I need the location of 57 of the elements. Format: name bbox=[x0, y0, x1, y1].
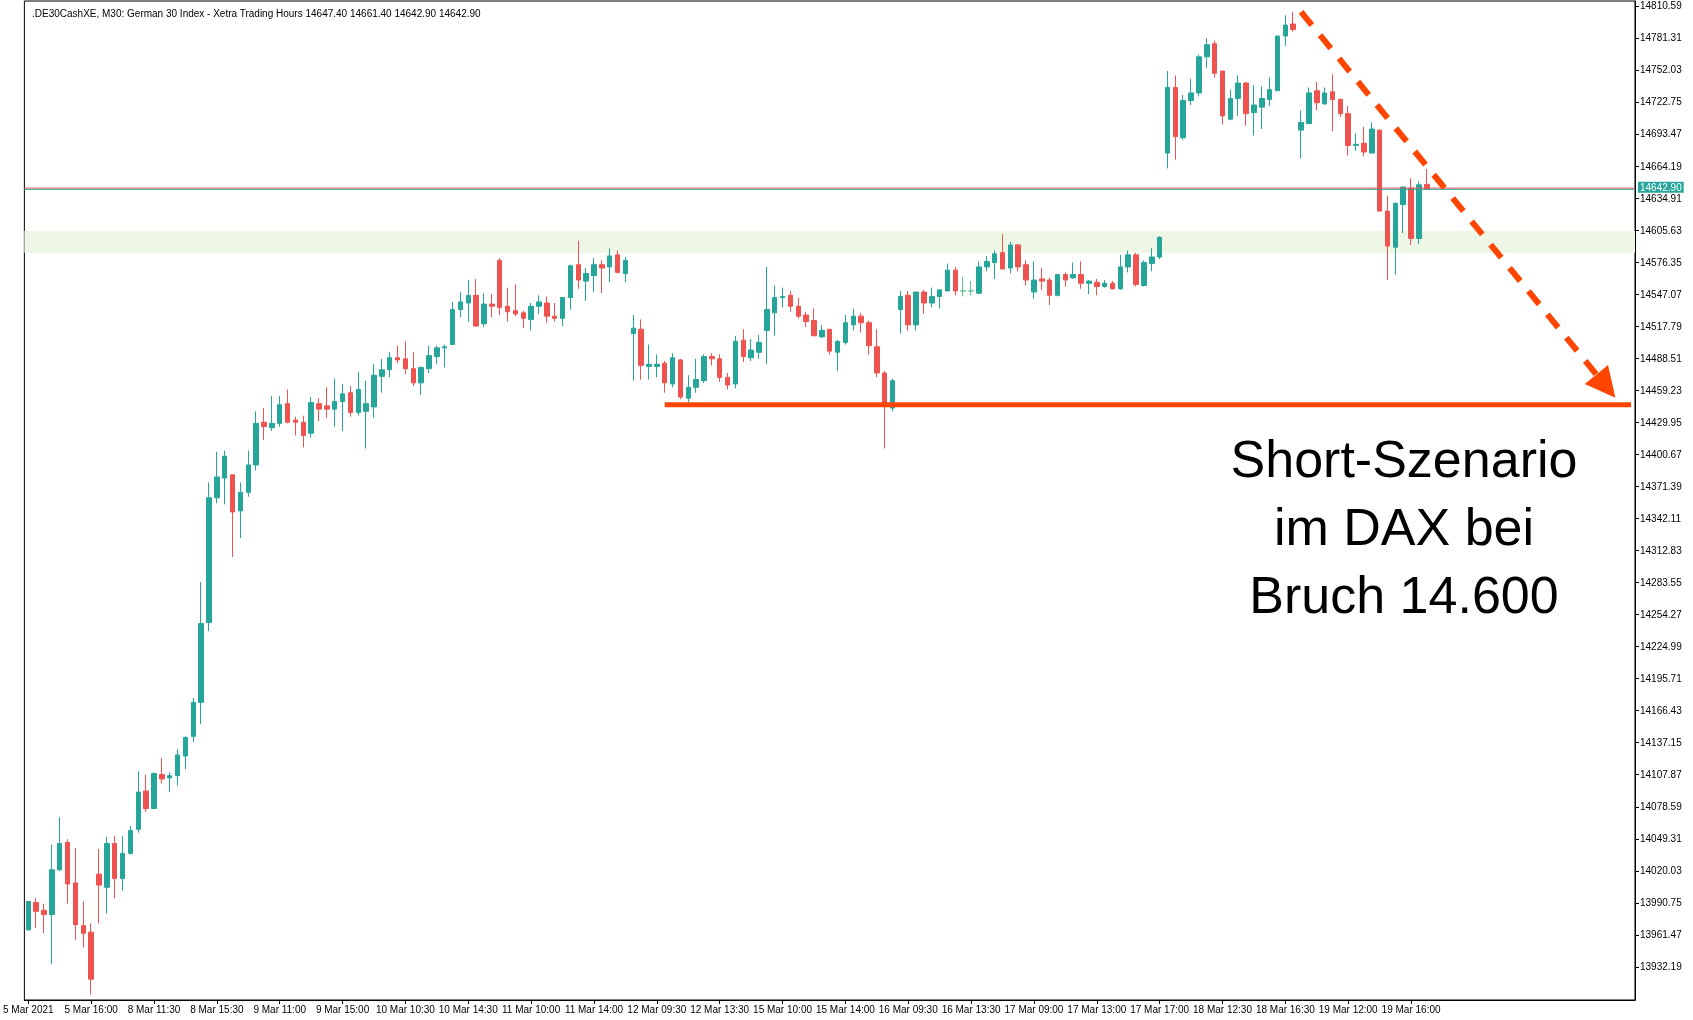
y-tick-label: 14547.07 bbox=[1640, 288, 1683, 300]
x-tick-label: 11 Mar 14:00 bbox=[564, 1003, 624, 1015]
y-tick-label: 14195.71 bbox=[1640, 673, 1683, 685]
y-tick-label: 13990.75 bbox=[1640, 897, 1683, 909]
y-tick-label: 14020.03 bbox=[1640, 865, 1683, 877]
y-tick-label: 14078.59 bbox=[1640, 801, 1683, 813]
x-tick-label: 5 Mar 2021 bbox=[3, 1003, 55, 1015]
y-tick-label: 14517.79 bbox=[1640, 320, 1683, 332]
x-tick-label: 9 Mar 11:00 bbox=[253, 1003, 307, 1015]
y-tick-label: 14107.87 bbox=[1640, 769, 1683, 781]
y-tick-label: 14693.47 bbox=[1640, 128, 1683, 140]
x-tick-label: 8 Mar 11:30 bbox=[127, 1003, 181, 1015]
x-tick-label: 18 Mar 12:30 bbox=[1193, 1003, 1253, 1015]
ref-line-label: 14642.90 bbox=[1640, 181, 1683, 193]
y-tick-label: 14283.55 bbox=[1640, 577, 1683, 589]
y-tick-label: 14664.19 bbox=[1640, 160, 1683, 172]
x-tick-label: 10 Mar 10:30 bbox=[375, 1003, 436, 1015]
y-tick-label: 14400.67 bbox=[1640, 448, 1683, 460]
y-tick-label: 14429.95 bbox=[1640, 416, 1683, 428]
x-tick-label: 17 Mar 17:00 bbox=[1130, 1003, 1190, 1015]
annotation: Short-Szenario im DAX bei Bruch 14.600 bbox=[1229, 429, 1579, 626]
x-tick-label: 19 Mar 12:00 bbox=[1318, 1003, 1379, 1015]
x-tick-label: 12 Mar 09:30 bbox=[627, 1003, 687, 1015]
x-tick-label: 9 Mar 15:00 bbox=[315, 1003, 370, 1015]
y-tick-label: 14576.35 bbox=[1640, 256, 1683, 268]
x-tick-label: 5 Mar 16:00 bbox=[64, 1003, 119, 1015]
x-tick-label: 8 Mar 15:30 bbox=[190, 1003, 244, 1015]
y-tick-label: 14752.03 bbox=[1640, 64, 1683, 76]
y-tick-label: 14371.39 bbox=[1640, 480, 1683, 492]
y-tick-label: 14634.91 bbox=[1640, 192, 1683, 204]
y-tick-label: 14459.23 bbox=[1640, 384, 1683, 396]
x-tick-label: 19 Mar 16:00 bbox=[1381, 1003, 1441, 1015]
y-tick-label: 14254.27 bbox=[1640, 609, 1683, 621]
x-tick-label: 17 Mar 13:00 bbox=[1067, 1003, 1127, 1015]
y-tick-label: 14166.43 bbox=[1640, 705, 1683, 717]
x-tick-label: 16 Mar 09:30 bbox=[878, 1003, 939, 1015]
x-tick-label: 15 Mar 10:00 bbox=[753, 1003, 813, 1015]
x-tick-label: 11 Mar 10:00 bbox=[502, 1003, 561, 1015]
y-tick-label: 14488.51 bbox=[1640, 352, 1683, 364]
y-tick-label: 14342.11 bbox=[1640, 512, 1682, 524]
y-tick-label: 13961.47 bbox=[1640, 929, 1683, 941]
text: .DE30CashXE, M30: German 30 Index - Xetra Trading Hours 14647.40 14661.40 14642.90 14642.90 bbox=[32, 7, 482, 19]
y-tick-label: 14224.99 bbox=[1640, 641, 1683, 653]
x-tick-label: 12 Mar 13:30 bbox=[690, 1003, 750, 1015]
y-tick-label: 13932.19 bbox=[1640, 961, 1683, 973]
y-tick-label: 14312.83 bbox=[1640, 544, 1683, 556]
x-tick-label: 17 Mar 09:00 bbox=[1004, 1003, 1064, 1015]
y-tick-label: 14722.75 bbox=[1640, 96, 1683, 108]
y-tick-label: 14781.31 bbox=[1640, 32, 1683, 44]
y-tick-label: 14605.63 bbox=[1640, 224, 1683, 236]
y-tick-label: 14810.59 bbox=[1640, 0, 1683, 12]
x-tick-label: 10 Mar 14:30 bbox=[438, 1003, 499, 1015]
x-tick-label: 18 Mar 16:30 bbox=[1255, 1003, 1316, 1015]
x-tick-label: 15 Mar 14:00 bbox=[815, 1003, 876, 1015]
y-tick-label: 14049.31 bbox=[1640, 833, 1683, 845]
y-tick-label: 14137.15 bbox=[1640, 737, 1683, 749]
x-tick-label: 16 Mar 13:30 bbox=[941, 1003, 1001, 1015]
